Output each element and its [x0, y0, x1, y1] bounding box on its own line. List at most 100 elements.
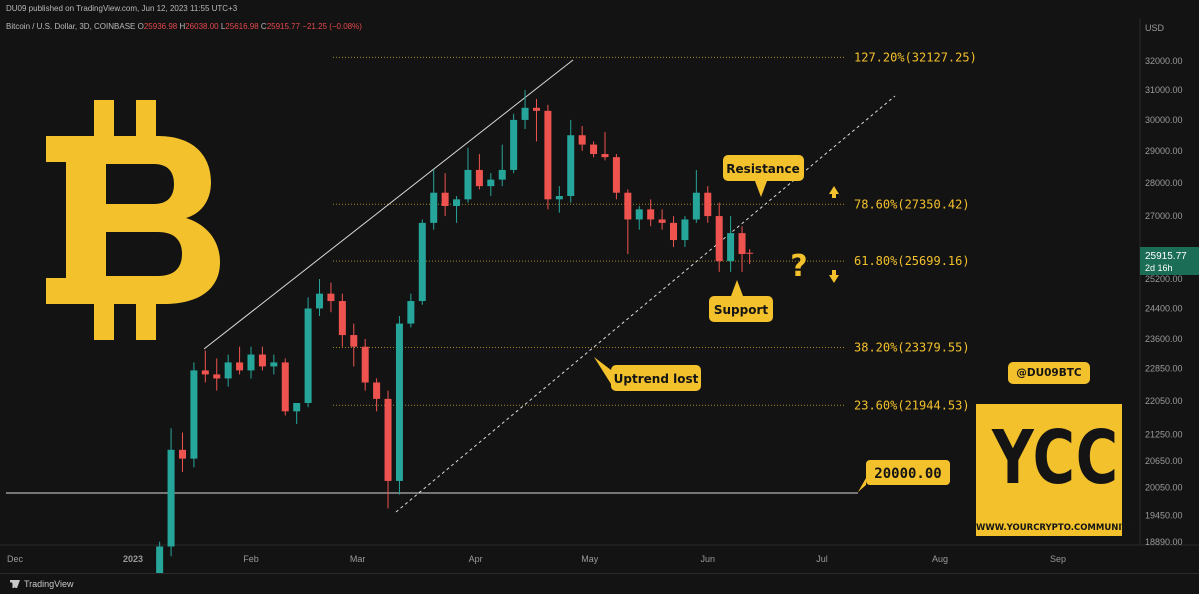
candle-up: [555, 196, 563, 200]
high-value: 26038.00: [185, 22, 219, 31]
candle-up: [430, 192, 438, 223]
tradingview-icon: [10, 580, 20, 588]
time-tick-label: Apr: [469, 554, 483, 564]
candle-up: [453, 199, 461, 206]
time-tick-label: Sep: [1050, 554, 1066, 564]
candle-down: [658, 219, 666, 223]
current-price-value: 25915.77: [1145, 251, 1187, 262]
current-price-countdown: 2d 16h: [1145, 263, 1173, 273]
high-key: H: [179, 22, 186, 31]
candle-down: [647, 209, 655, 220]
candle-up: [156, 546, 164, 577]
candle-down: [201, 370, 209, 375]
resistance-label: Resistance: [726, 162, 799, 176]
price-tick-label: 22850.00: [1145, 363, 1183, 373]
price-tick-label: 19450.00: [1145, 510, 1183, 520]
candle-up: [681, 219, 689, 241]
candle-down: [361, 346, 369, 383]
rising-channel-upper: [203, 59, 574, 350]
symbol-label: Bitcoin / U.S. Dollar, 3D, COINBASE: [6, 22, 136, 31]
time-tick-label: Jul: [816, 554, 828, 564]
fib-level-label: 78.60%(27350.42): [854, 197, 970, 211]
candle-down: [441, 192, 449, 206]
price-tick-label: 32000.00: [1145, 56, 1183, 66]
candle-down: [715, 216, 723, 262]
candle-up: [498, 169, 506, 180]
candle-down: [704, 192, 712, 217]
resistance-callout: Resistance: [723, 155, 804, 197]
price-tick-label: 24400.00: [1145, 303, 1183, 313]
open-value: 25936.98: [143, 22, 178, 31]
tradingview-logo[interactable]: TradingView: [10, 579, 74, 589]
time-tick-label: 2023: [123, 554, 143, 564]
rising-channel-lower: [395, 95, 896, 513]
candle-down: [746, 252, 754, 254]
uptrend-lost-callout: Uptrend lost: [594, 357, 701, 391]
price-axis-ticks: 32000.00 31000.00 30000.00 29000.00 28000.00…: [1145, 56, 1183, 547]
candle-up: [418, 222, 426, 302]
low-key: L: [220, 22, 226, 31]
candle-up: [247, 354, 255, 371]
candle-down: [601, 154, 609, 158]
price-tick-label: 31000.00: [1145, 85, 1183, 95]
price-tick-label: 18890.00: [1145, 537, 1183, 547]
candle-down: [578, 135, 586, 145]
price-tick-label: 30000.00: [1145, 115, 1183, 125]
open-key: O: [137, 22, 144, 31]
candle-down: [213, 374, 221, 379]
tradingview-label: TradingView: [24, 579, 74, 589]
time-tick-label: Jun: [701, 554, 716, 564]
ycc-url: WWW.YOURCRYPTO.COMMUNITY: [976, 523, 1134, 533]
candle-up: [521, 107, 529, 120]
support-callout: Support: [709, 280, 773, 322]
candle-up: [304, 308, 312, 404]
time-tick-label: Dec: [7, 554, 24, 564]
support-20000-label: 20000.00: [874, 466, 941, 482]
ycc-letters: YCC: [992, 415, 1119, 501]
candle-up: [407, 301, 415, 324]
candle-down: [738, 233, 746, 255]
candle-down: [281, 362, 289, 412]
support-label: Support: [714, 303, 769, 317]
price-tick-label: 20050.00: [1145, 483, 1183, 493]
arrow-down-icon: [829, 270, 839, 283]
candle-down: [338, 301, 346, 336]
price-tick-label: 22050.00: [1145, 396, 1183, 406]
candle-down: [590, 144, 598, 155]
close-value: 25915.77: [266, 22, 301, 31]
candle-down: [258, 354, 266, 367]
candle-down: [612, 157, 620, 193]
candle-down: [670, 222, 678, 241]
candles: [156, 89, 754, 592]
price-tick-label: 27000.00: [1145, 211, 1183, 221]
candle-down: [532, 107, 540, 111]
candle-down: [373, 382, 381, 399]
price-tick-label: 29000.00: [1145, 146, 1183, 156]
fib-level-label: 23.60%(21944.53): [854, 398, 970, 412]
time-axis-ticks: Dec 2023 Feb Mar Apr May Jun Jul Aug Sep: [7, 554, 1066, 564]
publish-info: DU09 published on TradingView.com, Jun 1…: [6, 4, 238, 13]
time-tick-label: Mar: [350, 554, 366, 564]
time-tick-label: May: [581, 554, 599, 564]
price-tick-label: 28000.00: [1145, 178, 1183, 188]
fib-level-label: 61.80%(25699.16): [854, 254, 970, 268]
candle-down: [544, 110, 552, 200]
candle-up: [635, 209, 643, 220]
price-tick-label: 25200.00: [1145, 274, 1183, 284]
ohlc-legend: Bitcoin / U.S. Dollar, 3D, COINBASE O259…: [6, 22, 362, 31]
author-handle: @DU09BTC: [1008, 362, 1090, 384]
candle-up: [316, 293, 324, 309]
price-tick-label: 23600.00: [1145, 334, 1183, 344]
fib-level-label: 38.20%(23379.55): [854, 340, 970, 354]
candle-down: [384, 398, 392, 481]
support-20000-box: 20000.00: [858, 460, 950, 492]
price-axis-currency: USD: [1145, 23, 1165, 33]
footer-bar: TradingView: [0, 573, 1199, 594]
candle-up: [464, 169, 472, 200]
candle-up: [270, 362, 278, 367]
candle-up: [727, 233, 735, 262]
arrow-up-icon: [829, 186, 839, 198]
fib-levels: 127.20%(32127.25) 78.60%(27350.42) 61.80%(…: [333, 50, 977, 412]
